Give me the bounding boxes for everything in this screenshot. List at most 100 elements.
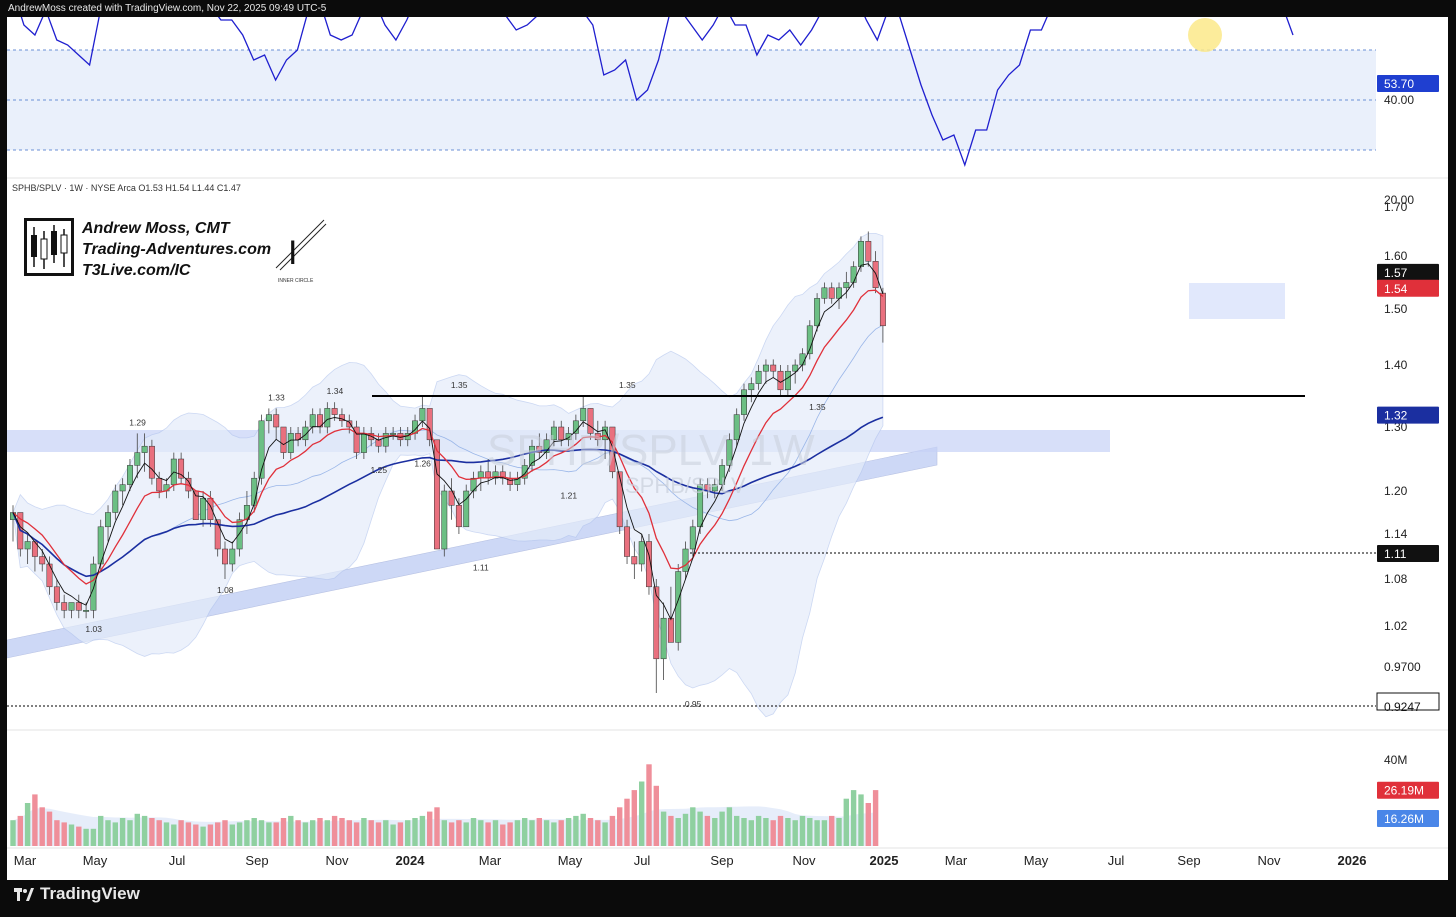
candle-up xyxy=(799,353,806,366)
volume-bar xyxy=(470,818,477,846)
volume-bar xyxy=(463,822,469,846)
volume-bar xyxy=(675,818,681,846)
volume-bar xyxy=(207,824,214,846)
candle-up xyxy=(441,490,448,550)
volume-bar xyxy=(251,818,257,846)
volume-bar xyxy=(573,815,579,846)
volume-bar xyxy=(734,815,740,846)
x-axis-label: Mar xyxy=(14,853,37,868)
candle-up xyxy=(755,370,762,384)
price-annotation: 1.35 xyxy=(451,380,468,390)
volume-bar xyxy=(602,822,608,846)
volume-last-label-box xyxy=(1377,781,1439,799)
bollinger-band xyxy=(12,232,884,718)
volume-bar xyxy=(258,820,265,846)
chart-frame: SPHB/SPLV, 1W SPHB/SPLV 1.03 1.29 1.08 1.33… xyxy=(7,17,1448,880)
candle-up xyxy=(660,617,667,660)
candle-up xyxy=(134,452,141,466)
price-annotation: 1.35 xyxy=(619,380,636,390)
volume-bar xyxy=(763,818,769,846)
volume-bar xyxy=(580,813,586,847)
volume-bar xyxy=(193,824,199,846)
candle-down xyxy=(75,602,82,611)
volume-bar xyxy=(83,828,89,846)
candle-up xyxy=(550,426,557,441)
volume-bar xyxy=(434,807,440,846)
chart-header: AndrewMoss created with TradingView.com,… xyxy=(8,3,327,14)
volume-bar xyxy=(68,824,75,846)
price-annotation: 1.11 xyxy=(473,563,489,573)
volume-bar xyxy=(543,820,550,846)
candle-down xyxy=(879,292,886,327)
candle-down xyxy=(346,420,353,428)
volume-bar xyxy=(448,822,455,846)
volume-bar xyxy=(98,815,104,846)
price-axis-label: 1.50 xyxy=(1384,302,1408,316)
candle-down xyxy=(616,471,623,528)
candle-up xyxy=(229,548,236,565)
volume-bar xyxy=(46,811,53,846)
low-label-border xyxy=(1376,692,1440,711)
candle-up xyxy=(24,541,31,550)
volume-bar xyxy=(624,798,630,846)
volume-bar xyxy=(17,815,23,846)
candle-up xyxy=(638,541,645,565)
low-label: 0.9247 xyxy=(1384,700,1421,714)
volume-bar xyxy=(54,820,60,846)
volume-bar xyxy=(609,815,616,846)
candle-up xyxy=(858,241,864,267)
volume-bar xyxy=(858,794,864,846)
x-axis-label: Sep xyxy=(1177,853,1200,868)
axes-layer: 80.0060.0040.0020.001.701.601.501.401.30… xyxy=(14,75,1440,868)
close-label: 1.54 xyxy=(1384,282,1408,296)
candle-up xyxy=(675,571,682,643)
volume-bar xyxy=(536,818,542,846)
price-axis-label: 1.08 xyxy=(1384,572,1408,586)
price-axis-label: 1.70 xyxy=(1384,200,1408,214)
volume-bar xyxy=(617,807,623,846)
volume-bar xyxy=(105,820,111,846)
volume-bar xyxy=(302,822,309,846)
x-axis-label: 2026 xyxy=(1338,853,1367,868)
candle-down xyxy=(536,445,543,453)
volume-bar xyxy=(785,818,791,846)
tradingview-footer[interactable]: TradingView xyxy=(14,884,140,904)
candle-up xyxy=(463,490,470,528)
x-axis-label: Mar xyxy=(479,853,502,868)
volume-bar xyxy=(427,811,433,846)
candle-down xyxy=(61,602,68,611)
rsi-last-value-box xyxy=(1377,75,1439,92)
volume-bar xyxy=(244,820,250,846)
volume-bar xyxy=(631,790,637,846)
watermark-small: SPHB/SPLV xyxy=(625,473,746,498)
candle-down xyxy=(222,548,228,565)
last-ema-label-box xyxy=(1377,263,1439,281)
volume-bar xyxy=(10,820,16,846)
volume-bar xyxy=(807,818,813,846)
candle-up xyxy=(682,548,689,572)
candle-up xyxy=(258,420,265,479)
candle-down xyxy=(624,526,630,557)
volume-bar xyxy=(288,815,294,846)
volume-bar xyxy=(595,820,601,846)
candle-up xyxy=(806,325,813,355)
volume-bar xyxy=(653,785,659,846)
volume-bar xyxy=(222,820,228,846)
volume-bar xyxy=(814,820,820,846)
volume-bar xyxy=(163,822,170,846)
candle-up xyxy=(543,439,550,453)
candle-up xyxy=(741,389,747,415)
candle-up xyxy=(68,602,75,611)
candle-down xyxy=(156,477,163,492)
volume-bar xyxy=(324,820,330,846)
candle-up xyxy=(565,433,572,441)
candle-down xyxy=(865,241,872,262)
candles-layer xyxy=(10,231,886,693)
volume-bar xyxy=(485,822,491,846)
volume-bar xyxy=(229,824,235,846)
candle-up xyxy=(719,465,726,485)
sma-40-line xyxy=(12,416,884,578)
candle-down xyxy=(148,445,155,479)
volume-bar xyxy=(178,820,184,846)
price-annotation: 1.26 xyxy=(414,459,431,469)
